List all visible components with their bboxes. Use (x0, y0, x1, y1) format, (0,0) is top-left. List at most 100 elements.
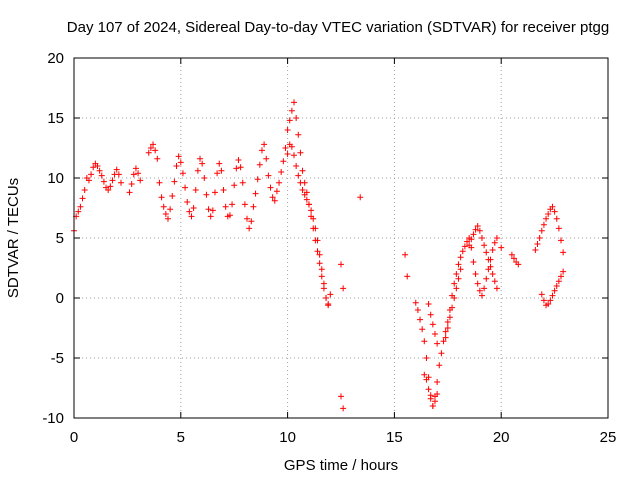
data-point (197, 155, 204, 162)
data-point (130, 171, 137, 178)
data-point (515, 261, 522, 268)
data-point (75, 208, 82, 215)
data-point (481, 285, 488, 292)
data-point (545, 301, 552, 307)
data-point (560, 249, 567, 256)
chart-title: Day 107 of 2024, Sidereal Day-to-day VTE… (67, 19, 609, 36)
data-point (256, 161, 263, 168)
data-point (483, 249, 490, 256)
data-point (261, 141, 268, 148)
data-point (299, 167, 306, 174)
data-point (192, 187, 199, 193)
data-point (128, 181, 135, 187)
data-point (194, 167, 201, 174)
data-point (239, 179, 246, 186)
data-point (267, 184, 274, 191)
data-point (295, 172, 302, 179)
data-point (451, 280, 458, 287)
data-point (489, 271, 496, 277)
data-point (434, 340, 441, 347)
data-point (481, 242, 488, 249)
y-tick-label: 15 (47, 110, 64, 127)
data-point (98, 172, 105, 179)
data-point (218, 167, 225, 174)
y-tick-label: -5 (51, 350, 64, 367)
data-point (90, 164, 97, 171)
x-tick-label: 0 (70, 429, 78, 446)
data-point (536, 235, 543, 241)
data-point (167, 206, 174, 213)
data-point (226, 212, 233, 219)
data-point (291, 152, 298, 159)
data-point (549, 292, 556, 299)
data-point (545, 211, 552, 217)
data-point (269, 194, 276, 201)
data-point (252, 190, 259, 197)
data-point (117, 179, 124, 186)
data-point (175, 153, 182, 160)
data-point (534, 241, 541, 247)
data-point (199, 160, 206, 167)
y-axis-title: SDTVAR / TECUs (5, 178, 22, 298)
data-point (179, 170, 186, 177)
data-point (295, 131, 302, 138)
data-point (244, 215, 251, 222)
data-point (265, 172, 272, 179)
data-point (173, 163, 180, 169)
data-point (107, 183, 114, 190)
data-point (440, 338, 447, 345)
data-point (453, 271, 460, 277)
data-point (427, 311, 434, 318)
data-point (182, 184, 189, 191)
data-point (455, 261, 462, 268)
data-point (250, 203, 257, 210)
data-point (551, 208, 558, 215)
data-point (459, 248, 466, 255)
data-point (237, 164, 244, 171)
data-point (288, 107, 295, 114)
data-point (412, 299, 419, 306)
data-point (438, 350, 445, 357)
data-point (96, 167, 103, 174)
data-point (211, 189, 218, 196)
data-point (338, 393, 344, 400)
data-point (297, 179, 304, 186)
data-point (318, 273, 325, 280)
data-point (203, 191, 210, 198)
data-point (316, 251, 323, 258)
data-point (325, 302, 332, 309)
data-point (476, 227, 483, 234)
data-point (297, 149, 304, 156)
data-point (538, 291, 545, 298)
x-axis-title: GPS time / hours (284, 457, 398, 474)
x-tick-label: 25 (600, 429, 617, 446)
data-point (423, 376, 430, 383)
data-point (207, 213, 214, 220)
data-point (540, 221, 547, 228)
data-point (115, 171, 122, 178)
data-point (532, 247, 539, 253)
data-point (434, 379, 441, 385)
data-point (137, 177, 144, 184)
data-point (299, 187, 306, 193)
data-point (429, 321, 436, 328)
x-tick-label: 5 (177, 429, 185, 446)
data-point (109, 177, 116, 184)
data-point (248, 218, 255, 225)
data-point (284, 151, 291, 157)
data-point (235, 157, 242, 163)
data-point (402, 251, 409, 258)
data-point (478, 292, 485, 299)
data-point (423, 355, 430, 361)
data-point (429, 403, 436, 409)
data-point (150, 141, 157, 148)
y-tick-label: 0 (56, 290, 64, 307)
data-point (320, 280, 327, 287)
data-point (303, 196, 310, 203)
data-point (453, 285, 460, 292)
data-point (201, 175, 208, 181)
data-point (538, 227, 545, 234)
data-point (286, 117, 293, 124)
data-point (135, 170, 142, 177)
x-tick-label: 20 (493, 429, 510, 446)
